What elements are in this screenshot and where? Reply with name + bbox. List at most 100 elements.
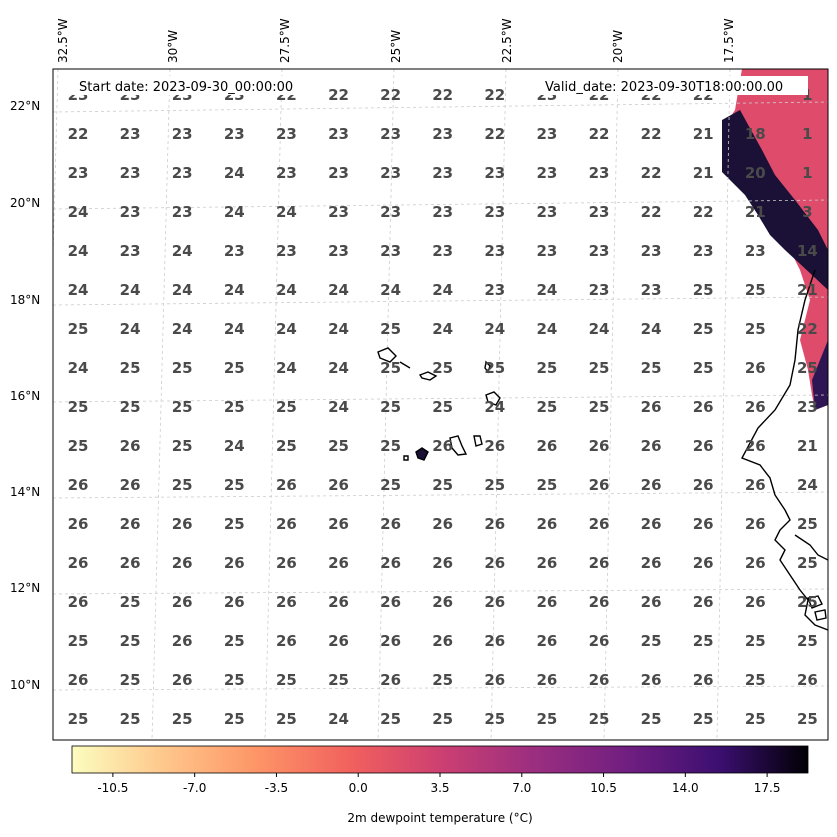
dewpoint-value: 26 (328, 632, 349, 650)
dewpoint-value: 24 (68, 281, 89, 299)
dewpoint-value: 23 (484, 164, 505, 182)
dewpoint-value: 26 (641, 437, 662, 455)
lat-label-12n: 12°N (10, 581, 40, 595)
dewpoint-value: 26 (432, 554, 453, 572)
dewpoint-value: 25 (380, 398, 401, 416)
dewpoint-value: 25 (745, 320, 766, 338)
colorbar-tick-label: 17.5 (754, 781, 781, 795)
dewpoint-value: 24 (224, 203, 245, 221)
dewpoint-value: 26 (484, 671, 505, 689)
dewpoint-value: 25 (276, 671, 297, 689)
colorbar-tick-label: 3.5 (430, 781, 449, 795)
dewpoint-value: 26 (693, 671, 714, 689)
dewpoint-value: 25 (172, 359, 193, 377)
dewpoint-value: 25 (693, 320, 714, 338)
lat-label-10n: 10°N (10, 678, 40, 692)
colorbar-tick-label: -3.5 (265, 781, 288, 795)
dewpoint-value: 26 (380, 632, 401, 650)
dewpoint-value: 25 (68, 320, 89, 338)
dewpoint-value: 26 (172, 671, 193, 689)
dewpoint-value: 26 (484, 515, 505, 533)
dewpoint-value: 25 (641, 359, 662, 377)
dewpoint-value: 26 (328, 554, 349, 572)
dewpoint-value: 23 (589, 281, 610, 299)
dewpoint-value: 26 (432, 593, 453, 611)
dewpoint-value: 23 (536, 164, 557, 182)
bijagos-islands (807, 595, 827, 621)
island-santiago (449, 435, 468, 456)
dewpoint-value: 25 (484, 476, 505, 494)
dewpoint-value: 25 (432, 476, 453, 494)
dewpoint-value: 26 (693, 398, 714, 416)
dewpoint-value: 25 (120, 671, 141, 689)
dewpoint-value: 26 (484, 554, 505, 572)
colorbar-tick-label: -10.5 (97, 781, 128, 795)
dewpoint-value: 21 (745, 203, 766, 221)
dewpoint-value: 23 (172, 125, 193, 143)
dewpoint-value: 25 (276, 437, 297, 455)
dewpoint-value: 26 (745, 476, 766, 494)
map-panel (53, 69, 828, 740)
dewpoint-value: 25 (224, 515, 245, 533)
lat-label-20n: 20°N (10, 196, 40, 210)
dewpoint-value: 26 (172, 632, 193, 650)
dewpoint-value: 25 (745, 671, 766, 689)
dewpoint-value: 26 (68, 554, 89, 572)
dewpoint-value: 25 (120, 710, 141, 728)
dewpoint-value: 24 (68, 242, 89, 260)
dewpoint-value: 26 (380, 593, 401, 611)
dewpoint-value: 25 (224, 476, 245, 494)
dewpoint-value: 25 (536, 398, 557, 416)
dewpoint-value: 22 (641, 203, 662, 221)
dewpoint-value: 22 (484, 86, 505, 104)
dewpoint-value: 25 (380, 710, 401, 728)
dewpoint-value: 26 (693, 437, 714, 455)
colorbar-tick-label: 10.5 (590, 781, 617, 795)
dewpoint-value: 23 (380, 125, 401, 143)
dewpoint-value: 26 (641, 593, 662, 611)
dewpoint-value: 26 (589, 593, 610, 611)
dewpoint-value: 23 (120, 164, 141, 182)
dewpoint-value: 23 (172, 203, 193, 221)
dewpoint-value: 25 (328, 671, 349, 689)
dewpoint-value: 24 (536, 281, 557, 299)
dewpoint-value: 25 (536, 710, 557, 728)
dewpoint-value: 25 (380, 437, 401, 455)
dewpoint-value: 26 (432, 515, 453, 533)
dewpoint-value: 25 (120, 398, 141, 416)
dewpoint-value: 26 (693, 593, 714, 611)
dewpoint-value: 26 (68, 593, 89, 611)
lat-label-22n: 22°N (10, 99, 40, 113)
dewpoint-value: 26 (745, 359, 766, 377)
dewpoint-value: 23 (380, 164, 401, 182)
dewpoint-value: 20 (745, 164, 766, 182)
dewpoint-value: 22 (641, 125, 662, 143)
dewpoint-value: 26 (120, 515, 141, 533)
dewpoint-value: 25 (68, 632, 89, 650)
start-date-label: Start date: 2023-09-30_00:00:00 (79, 80, 293, 95)
dewpoint-value: 26 (641, 515, 662, 533)
dewpoint-value: 26 (68, 476, 89, 494)
colorbar: -10.5 -7.0 -3.5 0.0 3.5 7.0 10.5 14.0 17.5 2m de… (71, 745, 809, 825)
colorbar-tick-label: 7.0 (512, 781, 531, 795)
dewpoint-value: 25 (589, 710, 610, 728)
dewpoint-value: 23 (276, 164, 297, 182)
dewpoint-value: 22 (68, 125, 89, 143)
dewpoint-value: 25 (68, 710, 89, 728)
island-fogo (415, 447, 429, 461)
dewpoint-value: 25 (745, 281, 766, 299)
colorbar-label: 2m dewpoint temperature (°C) (347, 811, 532, 825)
dewpoint-value: 23 (328, 203, 349, 221)
dewpoint-value: 25 (641, 710, 662, 728)
dewpoint-value: 24 (224, 164, 245, 182)
dewpoint-value: 25 (589, 398, 610, 416)
dewpoint-value: 26 (536, 671, 557, 689)
dewpoint-value: 26 (172, 554, 193, 572)
dewpoint-value: 24 (172, 242, 193, 260)
island-maio (473, 435, 483, 447)
dewpoint-value: 26 (589, 515, 610, 533)
dewpoint-value: 25 (693, 281, 714, 299)
dewpoint-value: 25 (68, 398, 89, 416)
dewpoint-value: 23 (432, 125, 453, 143)
